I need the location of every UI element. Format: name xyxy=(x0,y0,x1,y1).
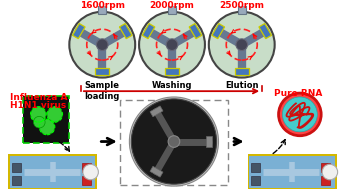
Bar xyxy=(251,176,260,185)
Bar xyxy=(248,154,337,189)
Circle shape xyxy=(83,164,98,180)
Text: 2000rpm: 2000rpm xyxy=(150,1,194,10)
Bar xyxy=(23,96,69,143)
Bar xyxy=(12,176,21,185)
Circle shape xyxy=(168,136,180,147)
Text: 1600rpm: 1600rpm xyxy=(80,1,125,10)
Bar xyxy=(73,24,85,39)
Bar xyxy=(142,24,155,39)
Text: Sample
loading: Sample loading xyxy=(85,81,120,101)
Text: H1N1 virus: H1N1 virus xyxy=(10,101,66,110)
Bar xyxy=(23,96,69,143)
Bar xyxy=(10,156,96,188)
Circle shape xyxy=(69,12,135,78)
Bar xyxy=(120,100,228,185)
Circle shape xyxy=(96,39,108,50)
Bar xyxy=(12,163,21,172)
Bar xyxy=(98,0,106,14)
Circle shape xyxy=(47,107,63,122)
Bar xyxy=(8,154,97,189)
Bar xyxy=(238,0,246,14)
Circle shape xyxy=(33,116,45,128)
Bar xyxy=(165,68,179,75)
Bar xyxy=(249,156,335,188)
Circle shape xyxy=(322,164,338,180)
Bar xyxy=(82,176,90,185)
Bar xyxy=(321,163,330,172)
Bar xyxy=(150,166,163,177)
Bar xyxy=(235,68,248,75)
Bar xyxy=(259,24,271,39)
Bar xyxy=(251,163,260,172)
Circle shape xyxy=(279,93,321,136)
Bar xyxy=(82,163,90,172)
Text: 2500rpm: 2500rpm xyxy=(219,1,264,10)
Circle shape xyxy=(166,39,178,50)
Bar xyxy=(168,0,176,14)
Circle shape xyxy=(209,12,275,78)
Bar xyxy=(189,24,202,39)
Circle shape xyxy=(39,119,55,135)
Circle shape xyxy=(129,97,218,186)
Circle shape xyxy=(282,97,317,132)
Bar xyxy=(119,24,132,39)
Bar xyxy=(212,24,225,39)
Circle shape xyxy=(139,12,205,78)
Circle shape xyxy=(131,99,217,184)
Text: Influenza A: Influenza A xyxy=(10,93,68,102)
Text: Washing: Washing xyxy=(152,81,192,91)
Circle shape xyxy=(31,107,46,122)
Bar xyxy=(206,136,212,147)
Circle shape xyxy=(236,39,248,50)
Text: Pure RNA: Pure RNA xyxy=(274,89,322,98)
Bar xyxy=(321,176,330,185)
Bar xyxy=(150,106,163,117)
Text: Elution: Elution xyxy=(225,81,258,91)
Bar xyxy=(96,68,109,75)
